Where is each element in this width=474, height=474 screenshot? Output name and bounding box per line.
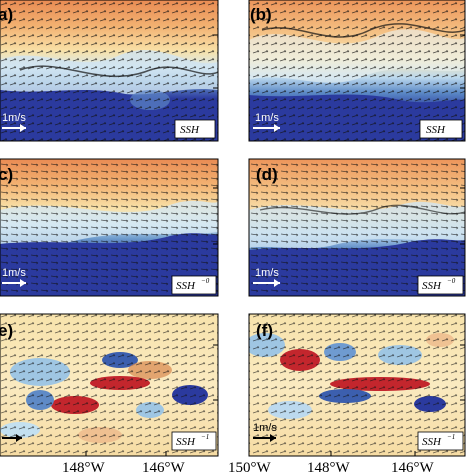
panel-b-label: (b) — [250, 5, 272, 24]
panel-d-frame — [248, 158, 466, 297]
panel-b-frame — [248, 0, 466, 142]
panel-c-legend: SSH — [176, 280, 196, 292]
panel-d-legend-box — [417, 275, 464, 295]
panel-f-legend-box — [417, 431, 464, 451]
panel-c-legend-sup: −0 — [201, 277, 210, 285]
panel-f-legend: SSH — [422, 436, 442, 448]
x-tick-right-0: 150°W — [228, 460, 271, 474]
panel-a — [0, 0, 218, 141]
panel-a-legend-box — [174, 119, 216, 139]
panel-e-legend: SSH — [176, 436, 196, 448]
panel-d-scale-arrow — [253, 279, 280, 287]
panel-e-label: e) — [0, 321, 13, 340]
panel-f-scale-label: 1m/s — [253, 422, 277, 434]
panel-f-label: (f) — [256, 321, 273, 340]
panel-b — [249, 0, 465, 141]
panel-f-scale-arrow — [253, 434, 276, 442]
panel-e-frame — [0, 313, 219, 457]
tick-marks — [85, 34, 465, 456]
panel-d-legend: SSH — [422, 280, 442, 292]
panel-a-scale-arrow — [2, 124, 26, 132]
panel-b-scale-label: 1m/s — [255, 112, 279, 124]
panel-d-label: (d) — [256, 165, 278, 184]
x-tick-left-1: 146°W — [142, 460, 185, 474]
panel-b-scale-arrow — [253, 124, 280, 132]
panel-e-scale-arrow — [2, 434, 22, 442]
panel-d-legend-sup: −0 — [447, 277, 456, 285]
panel-e-legend-sup: −1 — [201, 433, 209, 441]
panel-c — [0, 159, 218, 296]
panel-a-scale-label: 1m/s — [2, 112, 26, 124]
panel-f-frame — [248, 313, 466, 457]
panel-e-legend-box — [171, 431, 217, 451]
panel-c-frame — [0, 158, 219, 297]
x-tick-right-1: 148°W — [307, 460, 350, 474]
panel-b-legend-box — [419, 119, 463, 139]
panel-c-scale-arrow — [2, 279, 26, 287]
panel-a-frame — [0, 0, 219, 142]
panel-d-scale-label: 1m/s — [255, 267, 279, 279]
panel-d — [249, 159, 465, 296]
x-tick-right-2: 146°W — [391, 460, 434, 474]
panel-c-legend-box — [171, 275, 217, 295]
panel-c-label: c) — [0, 165, 13, 184]
panel-b-legend: SSH — [426, 124, 446, 136]
panel-a-label: a) — [0, 5, 13, 24]
panel-a-legend: SSH — [180, 124, 200, 136]
panel-f-legend-sup: −1 — [447, 433, 455, 441]
panel-c-scale-label: 1m/s — [2, 267, 26, 279]
x-tick-left-0: 148°W — [62, 460, 105, 474]
